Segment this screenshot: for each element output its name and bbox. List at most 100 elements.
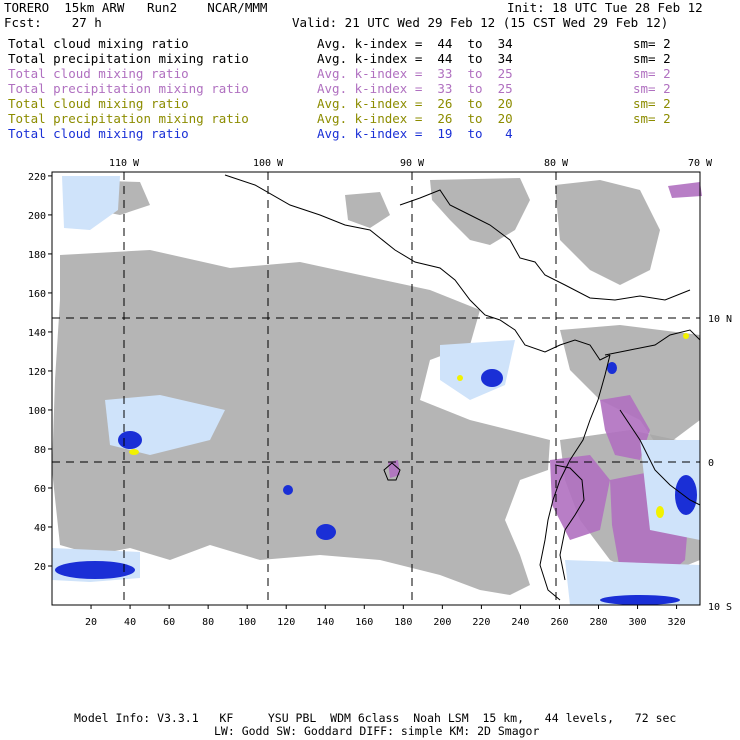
legend-kindex: Avg. k-index = 26 to 20 (317, 96, 513, 111)
legend-smoothing: sm= 2 (633, 111, 671, 126)
x-tick-label: 40 (124, 617, 136, 628)
x-tick-label: 200 (433, 617, 451, 628)
lon-label: 80 W (544, 158, 569, 169)
y-tick-label: 120 (28, 367, 46, 378)
x-tick-label: 80 (202, 617, 214, 628)
deep-blue-core (675, 475, 697, 515)
coastline (554, 464, 585, 581)
legend-field: Total cloud mixing ratio (8, 66, 189, 81)
legend-kindex: Avg. k-index = 44 to 34 (317, 51, 513, 66)
legend-field: Total precipitation mixing ratio (8, 51, 249, 66)
cloud-region (430, 178, 530, 245)
legend-smoothing: sm= 2 (633, 66, 671, 81)
purple-region (550, 455, 610, 540)
y-tick-label: 180 (28, 250, 46, 261)
coastline (383, 462, 401, 481)
cloud-region (555, 180, 660, 285)
x-tick-label: 280 (589, 617, 607, 628)
light-blue-region (565, 560, 700, 605)
legend-smoothing: sm= 2 (633, 51, 671, 66)
legend-smoothing: sm= 2 (633, 36, 671, 51)
deep-blue-core (118, 431, 142, 449)
cloud-region (52, 250, 550, 595)
cloud-region (560, 325, 700, 450)
lat-label: 10 N (708, 314, 732, 325)
y-tick-label: 100 (28, 406, 46, 417)
coastlines (224, 174, 701, 601)
yellow-cell (683, 333, 689, 339)
model-title: TORERO 15km ARW Run2 NCAR/MMM (4, 0, 268, 15)
coastline (399, 189, 691, 301)
forecast-hour: Fcst: 27 h (4, 15, 102, 30)
x-tick-label: 220 (472, 617, 490, 628)
lonlat-grid (52, 172, 700, 605)
x-axis-ticks: 20 40 60 80 100 120 140 160 180 200 220 240 260 280 30… (85, 605, 686, 628)
yellow-field (129, 333, 689, 518)
valid-time: Valid: 21 UTC Wed 29 Feb 12 (15 CST Wed … (292, 15, 669, 30)
lon-label: 110 W (109, 158, 140, 169)
coastline (224, 174, 611, 361)
legend-kindex: Avg. k-index = 44 to 34 (317, 36, 513, 51)
legend-kindex: Avg. k-index = 19 to 4 (317, 126, 513, 141)
legend-kindex: Avg. k-index = 26 to 20 (317, 111, 513, 126)
lon-label: 100 W (253, 158, 284, 169)
x-tick-label: 240 (511, 617, 529, 628)
x-tick-label: 260 (550, 617, 568, 628)
deep-blue-core (607, 362, 617, 374)
x-tick-label: 180 (394, 617, 412, 628)
coastline (619, 409, 701, 506)
legend-field: Total precipitation mixing ratio (8, 111, 249, 126)
purple-region (600, 395, 650, 460)
x-tick-label: 120 (277, 617, 295, 628)
deep-blue-core (55, 561, 135, 579)
y-tick-label: 220 (28, 172, 46, 183)
deep-blue-core (600, 595, 680, 605)
y-tick-label: 80 (34, 445, 46, 456)
cloud-region (345, 192, 390, 228)
y-tick-label: 160 (28, 289, 46, 300)
yellow-cell (129, 449, 139, 455)
init-time: Init: 18 UTC Tue 28 Feb 12 (507, 0, 703, 15)
lat-label: 10 S (708, 602, 732, 613)
lat-label: 0 (708, 458, 714, 469)
legend-field: Total precipitation mixing ratio (8, 81, 249, 96)
y-tick-label: 40 (34, 523, 46, 534)
x-tick-label: 320 (668, 617, 686, 628)
y-tick-label: 20 (34, 562, 46, 573)
lon-label: 70 W (688, 158, 713, 169)
y-tick-label: 140 (28, 328, 46, 339)
light-blue-region (640, 440, 700, 540)
legend-field: Total cloud mixing ratio (8, 36, 189, 51)
top-lon-labels: 110 W 100 W 90 W 80 W 70 W (109, 158, 713, 169)
x-tick-label: 60 (163, 617, 175, 628)
lon-label: 90 W (400, 158, 425, 169)
y-tick-label: 60 (34, 484, 46, 495)
x-tick-label: 20 (85, 617, 97, 628)
yellow-cell (656, 506, 664, 518)
x-tick-label: 100 (238, 617, 256, 628)
coastline (604, 329, 701, 356)
plot-frame (51, 171, 701, 606)
model-info: Model Info: V3.3.1 KF YSU PBL WDM 6class… (74, 711, 677, 725)
coastline (539, 354, 611, 601)
y-axis-ticks: 20 40 60 80 100 120 140 160 180 200 220 (28, 172, 52, 573)
deep-blue-core (283, 485, 293, 495)
legend-kindex: Avg. k-index = 33 to 25 (317, 66, 513, 81)
y-tick-label: 200 (28, 211, 46, 222)
cloud-field (52, 178, 700, 595)
x-tick-label: 140 (316, 617, 334, 628)
physics-info: LW: Godd SW: Goddard DIFF: simple KM: 2D… (214, 724, 540, 738)
legend-smoothing: sm= 2 (633, 96, 671, 111)
light-blue-region (62, 176, 120, 230)
deep-blue-core (481, 369, 503, 387)
yellow-cell (457, 375, 463, 381)
x-tick-label: 300 (629, 617, 647, 628)
legend-field: Total cloud mixing ratio (8, 96, 189, 111)
right-lat-labels: 10 N 0 10 S (708, 314, 732, 613)
purple-region (668, 182, 702, 198)
legend-field: Total cloud mixing ratio (8, 126, 189, 141)
x-tick-label: 160 (355, 617, 373, 628)
deep-blue-core (316, 524, 336, 540)
legend-kindex: Avg. k-index = 33 to 25 (317, 81, 513, 96)
